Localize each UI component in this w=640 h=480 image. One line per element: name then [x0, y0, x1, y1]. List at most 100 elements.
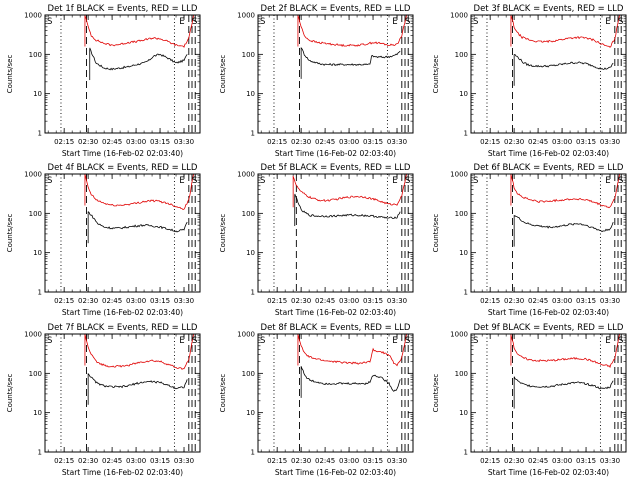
y-tick-label: 10: [246, 249, 255, 257]
x-tick-label: 02:45: [315, 297, 335, 305]
plot-frame: [470, 333, 627, 453]
plot-title: Det 5f BLACK = Events, RED = LLD: [261, 163, 411, 173]
series-line-lld: [510, 334, 620, 369]
x-tick-label: 03:15: [363, 457, 383, 465]
x-tick-label: 03:30: [600, 138, 620, 146]
y-tick-label: 1000: [237, 12, 255, 20]
x-tick-label: 02:15: [267, 138, 287, 146]
x-tick-label: 02:30: [291, 138, 311, 146]
x-tick-label: 03:30: [174, 297, 194, 305]
plot-panel-det1: Det 1f BLACK = Events, RED = LLD Counts/s…: [6, 4, 201, 158]
start-marker-left: S: [47, 176, 52, 186]
series-line-events: [514, 54, 614, 70]
x-tick-label: 03:00: [339, 138, 359, 146]
y-tick-label: 100: [242, 51, 255, 59]
x-tick-label: 02:30: [78, 297, 98, 305]
x-axis-label: Start Time (16-Feb-02 02:03:40): [488, 149, 609, 158]
plot-frame: [257, 173, 414, 293]
series-line-events: [513, 376, 614, 390]
plot-title: Det 1f BLACK = Events, RED = LLD: [48, 4, 198, 14]
y-tick-label: 1: [38, 289, 42, 297]
plot-panel-det3: Det 3f BLACK = Events, RED = LLD Counts/s…: [432, 4, 627, 158]
x-tick-label: 03:30: [174, 457, 194, 465]
y-tick-label: 1: [464, 289, 468, 297]
x-tick-label: 03:30: [387, 138, 407, 146]
x-tick-label: 03:00: [339, 297, 359, 305]
y-tick-label: 100: [29, 210, 42, 218]
x-tick-label: 03:30: [600, 457, 620, 465]
y-tick-label: 100: [29, 370, 42, 378]
y-tick-label: 1: [251, 289, 255, 297]
plot-frame: [470, 14, 627, 134]
x-tick-label: 03:15: [150, 457, 170, 465]
plot-frame: [44, 14, 201, 134]
x-tick-label: 03:15: [576, 457, 596, 465]
x-tick-label: 03:00: [126, 297, 146, 305]
start-marker-left: S: [473, 336, 478, 346]
x-tick-label: 03:00: [552, 297, 572, 305]
series-line-events: [89, 47, 188, 71]
plot-panel-det2: Det 2f BLACK = Events, RED = LLD Counts/s…: [219, 4, 414, 158]
plot-panel-det8: Det 8f BLACK = Events, RED = LLD Counts/s…: [219, 323, 414, 477]
x-tick-label: 02:30: [291, 457, 311, 465]
start-marker-right: S: [618, 17, 623, 27]
x-tick-label: 03:00: [552, 457, 572, 465]
y-tick-label: 100: [455, 210, 468, 218]
y-axis-label: Counts/sec: [219, 55, 227, 94]
series-line-events: [294, 193, 401, 220]
plot-panel-det5: Det 5f BLACK = Events, RED = LLD Counts/s…: [219, 163, 414, 317]
start-marker-left: S: [260, 17, 265, 27]
start-marker-right: S: [405, 176, 410, 186]
trace-group: [84, 334, 194, 405]
x-tick-label: 02:30: [504, 138, 524, 146]
trace-group: [84, 15, 194, 81]
y-axis-label: Counts/sec: [432, 374, 440, 413]
y-tick-label: 1000: [237, 331, 255, 339]
x-axis-label: Start Time (16-Feb-02 02:03:40): [62, 149, 183, 158]
series-line-lld: [84, 334, 194, 370]
y-axis-label: Counts/sec: [6, 214, 14, 253]
x-tick-label: 03:15: [576, 138, 596, 146]
y-tick-label: 1000: [24, 331, 42, 339]
series-line-lld: [510, 174, 620, 209]
series-line-lld: [297, 334, 407, 367]
x-tick-label: 02:15: [54, 297, 74, 305]
y-tick-label: 100: [455, 370, 468, 378]
end-marker: E: [179, 336, 184, 346]
y-tick-label: 1: [251, 449, 255, 457]
trace-group: [510, 334, 620, 409]
x-tick-label: 03:00: [126, 138, 146, 146]
series-line-lld: [510, 15, 620, 48]
x-tick-label: 03:15: [150, 297, 170, 305]
plot-panel-det6: Det 6f BLACK = Events, RED = LLD Counts/s…: [432, 163, 627, 317]
x-axis-label: Start Time (16-Feb-02 02:03:40): [488, 468, 609, 477]
plot-panel-det4: Det 4f BLACK = Events, RED = LLD Counts/s…: [6, 163, 201, 317]
y-tick-label: 1: [464, 130, 468, 138]
x-tick-label: 02:30: [504, 297, 524, 305]
plot-frame: [257, 14, 414, 134]
x-tick-label: 03:30: [600, 297, 620, 305]
y-tick-label: 10: [33, 409, 42, 417]
plot-title: Det 7f BLACK = Events, RED = LLD: [48, 323, 198, 333]
plot-frame: [257, 333, 414, 453]
x-tick-label: 02:15: [54, 138, 74, 146]
start-marker-right: S: [405, 336, 410, 346]
y-tick-label: 10: [246, 90, 255, 98]
y-tick-label: 1: [464, 449, 468, 457]
x-tick-label: 02:45: [102, 457, 122, 465]
x-axis-label: Start Time (16-Feb-02 02:03:40): [275, 149, 396, 158]
trace-group: [510, 15, 620, 86]
y-axis-label: Counts/sec: [219, 374, 227, 413]
plot-title: Det 6f BLACK = Events, RED = LLD: [474, 163, 624, 173]
x-tick-label: 02:45: [528, 297, 548, 305]
x-tick-label: 03:30: [387, 297, 407, 305]
plot-frame: [44, 173, 201, 293]
start-marker-left: S: [47, 17, 52, 27]
plot-title: Det 4f BLACK = Events, RED = LLD: [48, 163, 198, 173]
trace-group: [510, 174, 620, 247]
x-tick-label: 02:30: [78, 138, 98, 146]
x-tick-label: 02:15: [267, 297, 287, 305]
x-tick-label: 02:30: [504, 457, 524, 465]
trace-group: [297, 334, 407, 398]
